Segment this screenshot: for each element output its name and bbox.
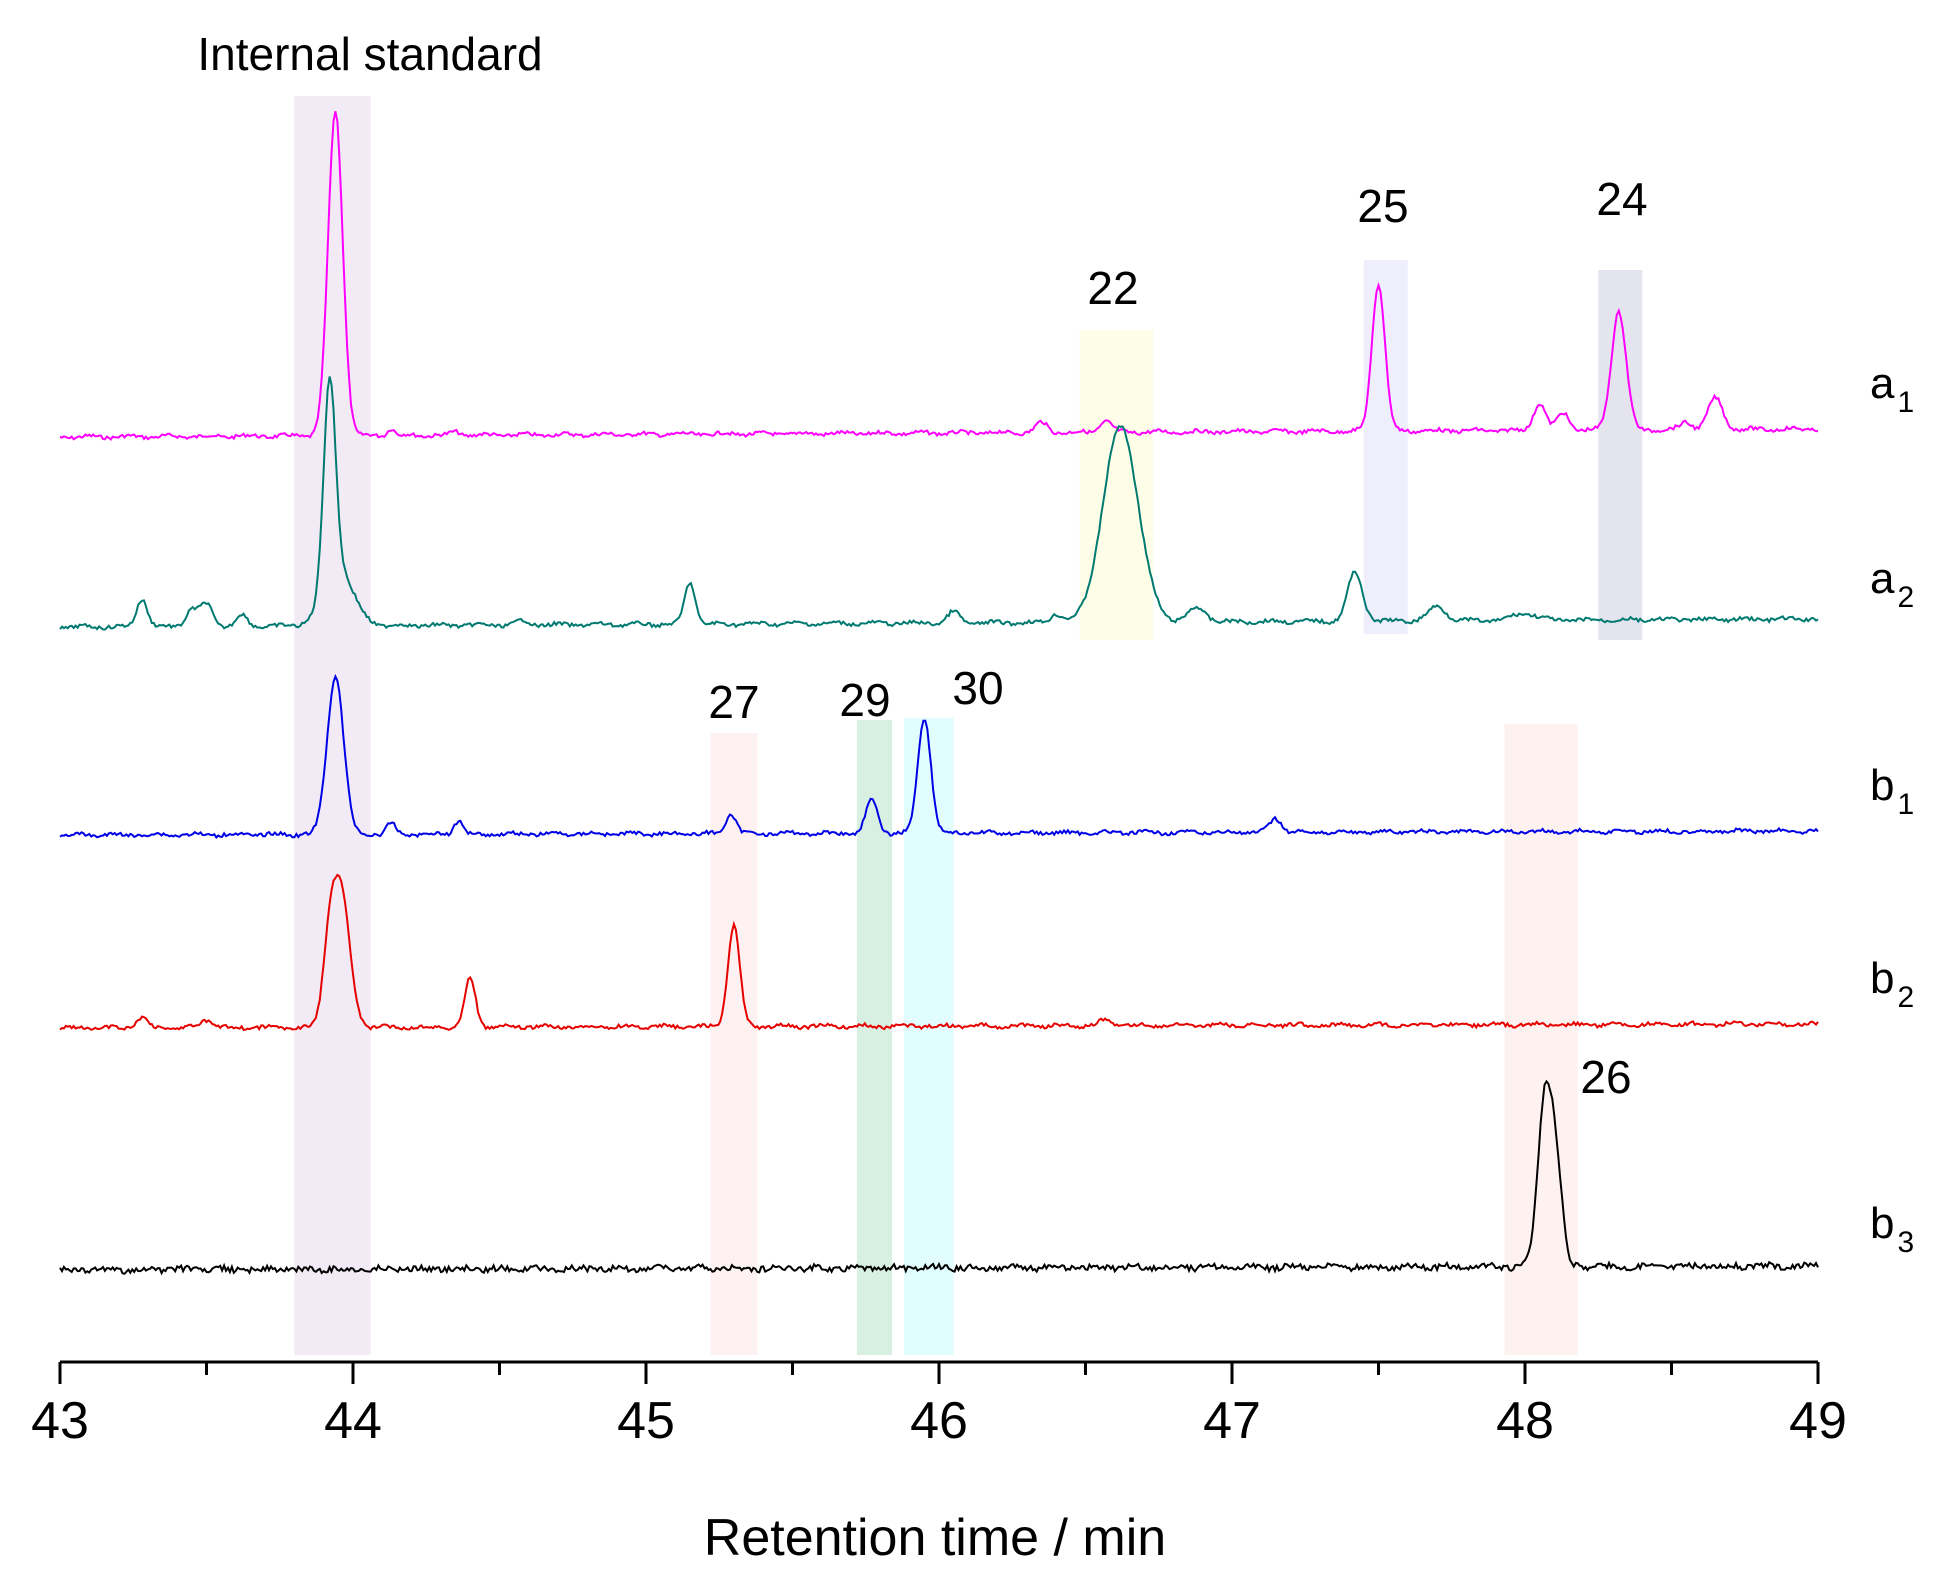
highlight-band [710,733,758,1355]
peak-label: Internal standard [197,28,542,80]
x-tick-label: 48 [1496,1392,1554,1450]
series-line-b1 [59,673,1819,840]
x-axis: 43 44 45 46 47 48 49 [31,1360,1847,1450]
x-tick-label: 44 [324,1392,382,1450]
highlight-band [294,96,371,1355]
highlight-band [856,720,893,1355]
highlight-band [1079,330,1153,640]
peak-label: 26 [1580,1051,1631,1103]
highlight-band [1363,260,1408,634]
peak-label: 25 [1357,180,1408,232]
highlight-band [1598,270,1643,640]
peak-labels: Internal standard 22 25 24 27 29 30 26 [197,28,1647,1103]
peak-label: 27 [708,676,759,728]
peak-label: 30 [952,662,1003,714]
series-line-b3 [59,1079,1819,1276]
series-line-a2 [59,376,1819,631]
highlight-bands [294,96,1643,1355]
chromatogram-traces [59,111,1819,1276]
series-labels: a 1 a 2 b 1 b 2 b 3 [1870,359,1914,1259]
peak-label: 29 [839,674,890,726]
highlight-band [903,718,954,1355]
series-line-b2 [59,873,1819,1032]
series-line-a1 [59,111,1818,441]
x-tick-label: 46 [910,1392,968,1450]
x-tick-label: 47 [1203,1392,1261,1450]
peak-label: 24 [1596,173,1647,225]
x-axis-label: Retention time / min [704,1509,1166,1567]
x-tick-label: 43 [31,1392,89,1450]
highlight-band [1504,724,1578,1355]
x-axis-ticks: 43 44 45 46 47 48 49 [31,1362,1847,1450]
peak-label: 22 [1087,262,1138,314]
x-tick-label: 49 [1789,1392,1847,1450]
x-tick-label: 45 [617,1392,675,1450]
